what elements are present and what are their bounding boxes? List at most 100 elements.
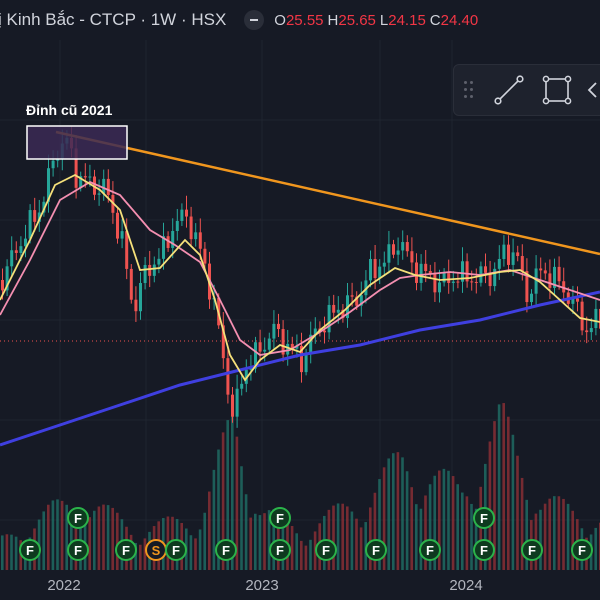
candle-body [594,308,598,329]
financial-event-badge[interactable]: F [365,539,387,561]
candle-body [355,296,359,306]
trend-line-icon[interactable] [492,73,526,107]
candle-body [359,295,363,306]
candle-body [470,281,474,283]
financial-event-badge[interactable]: F [67,507,89,529]
volume-bar [516,455,519,570]
candle-body [493,268,497,287]
volume-bar [539,509,542,570]
financial-event-badge[interactable]: F [419,539,441,561]
candle-body [42,201,46,213]
candle-body [562,281,566,293]
previous-peak-box[interactable] [26,125,128,160]
arrow-icon[interactable] [580,73,600,107]
badge-letter: F [578,543,586,558]
candle-body [194,232,198,240]
financial-event-badge[interactable]: F [473,539,495,561]
candle-body [231,394,234,417]
candle-body [240,383,244,389]
candle-body [576,298,579,302]
financial-event-badge[interactable]: F [473,507,495,529]
candle-body [162,236,165,259]
volume-bar [208,491,211,570]
badge-letter: F [122,543,130,558]
candle-body [511,252,515,265]
financial-event-badge[interactable]: F [315,539,337,561]
volume-bar [493,421,496,570]
split-event-badge[interactable]: S [145,539,167,561]
volume-bar [424,495,427,570]
trend-line[interactable] [55,130,600,256]
volume-bar [488,441,492,570]
volume-bar [194,538,197,570]
financial-event-badge[interactable]: F [19,539,41,561]
volume-bar [56,499,59,570]
financial-event-badge[interactable]: F [571,539,593,561]
candle-body [286,343,290,355]
event-badges[interactable]: F F F S F F F F F F F F FF F F [19,507,593,561]
volume-bar [267,510,271,570]
candle-body [198,232,202,249]
badge-letter: F [480,543,488,558]
collapse-minus-icon[interactable] [244,10,265,30]
financial-event-badge[interactable]: F [215,539,237,561]
volume-bar [93,510,96,570]
candle-body [249,368,253,370]
volume-bar [415,504,418,570]
rectangle-icon[interactable] [540,73,574,107]
grid-lines [0,40,600,570]
volume-bar [5,534,9,570]
volume-bar [387,458,390,570]
candle-body [364,280,368,296]
candle-body [378,266,382,279]
candle-body [28,210,32,239]
candle-body [451,281,455,283]
candle-body [152,264,156,276]
candle-body [88,176,92,178]
volume-bar [244,494,248,570]
time-axis-background [0,570,600,600]
financial-event-badge[interactable]: F [115,539,137,561]
volume-bar [405,471,409,570]
volume-bar [438,470,441,570]
volume-bar [102,504,105,570]
volume-bar [355,518,358,570]
candle-body [341,309,345,319]
volume-bar [442,468,446,570]
financial-event-badge[interactable]: F [269,507,291,529]
financial-event-badge[interactable]: F [521,539,543,561]
volume-bar [51,500,55,570]
volume-bar [221,432,225,570]
badge-letter: F [426,543,434,558]
candle-body [484,266,487,273]
volume-bar [401,457,404,570]
badge-letter: F [74,543,82,558]
volume-bar [502,403,505,570]
ohlc-low: L24.15 [379,11,426,29]
volume-bar [410,487,413,570]
candle-body [392,244,395,255]
candle-body [447,273,451,283]
volume-bar [465,496,469,570]
volume-bar [341,503,344,570]
financial-event-badge[interactable]: F [67,539,89,561]
financial-event-badge[interactable]: F [165,539,187,561]
candle-body [267,338,271,350]
candle-body [438,282,441,293]
badge-letter: F [74,511,82,526]
volume-bar [571,510,574,570]
candle-body [525,271,529,303]
candle-body [502,244,506,259]
candle-body [97,193,101,195]
volume-bar [240,466,243,570]
symbol-title[interactable]: ị Kinh Bắc - CTCP · 1W · HSX [0,10,227,29]
volume-bar [520,477,524,570]
volume-bar [470,503,473,570]
financial-event-badge[interactable]: F [269,539,291,561]
candle-body [300,345,303,373]
drag-handle-icon[interactable] [464,81,474,99]
candle-body [571,298,575,304]
volume-bar [235,436,239,570]
candle-body [401,242,405,251]
